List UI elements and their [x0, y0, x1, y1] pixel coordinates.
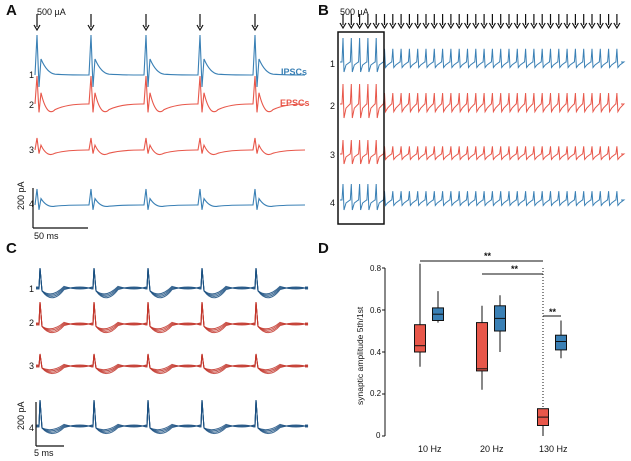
panel-b-stim-arrow-20-head — [497, 22, 505, 30]
panel-c-letter: C — [6, 240, 17, 257]
panel-b-stim-arrow-34-head — [613, 22, 621, 30]
panel-b-stim-arrow-30-head — [580, 22, 588, 30]
panel-b-stim-arrow-25-head — [538, 22, 546, 30]
panel-b-stim-arrow-8-head — [397, 22, 405, 30]
panel-d-category-20hz: 20 Hz — [480, 444, 504, 454]
panel-b-stim-arrow-22-head — [513, 22, 521, 30]
panel-d-box-0-0 — [414, 324, 426, 353]
panel-a-trace-number-4: 4 — [29, 199, 35, 209]
panel-d-significance-1: ** — [484, 251, 492, 261]
panel-c-trace-number-3: 3 — [29, 361, 35, 371]
panel-b-stim-arrow-11-head — [422, 22, 430, 30]
panel-d-significance-2: ** — [511, 264, 519, 274]
panel-b-letter: B — [318, 2, 329, 19]
panel-b-stim-arrow-4-head — [364, 22, 372, 30]
panel-b-stim-arrow-33-head — [605, 22, 613, 30]
panel-d-category-10hz: 10 Hz — [418, 444, 442, 454]
panel-b-stim-arrow-29-head — [571, 22, 579, 30]
panel-a-trace-3 — [34, 137, 306, 156]
panel-b-stim-arrow-3-head — [356, 22, 364, 30]
panel-a-stim-arrow-3-head — [142, 24, 150, 32]
panel-b-stim-arrow-32-head — [596, 22, 604, 30]
panel-a-stim-arrow-5-head — [251, 24, 259, 32]
panel-d-ytick-1: 0.2 — [370, 389, 382, 398]
panel-d-ytick-0: 0 — [376, 431, 381, 440]
panel-b-stim-arrow-13-head — [439, 22, 447, 30]
panel-d-ytick-3: 0.6 — [370, 306, 382, 315]
panel-b-trace-4 — [340, 183, 626, 211]
panel-a-stim-arrow-1-head — [33, 24, 41, 32]
panel-b-trace-number-1: 1 — [330, 59, 336, 69]
panel-b-trace-1 — [340, 37, 626, 73]
panel-b-stim-arrow-19-head — [488, 22, 496, 30]
panel-a-trace-1 — [34, 34, 306, 88]
panel-c-scale-x-label: 5 ms — [34, 448, 54, 458]
panel-d-box-0-1 — [476, 322, 488, 372]
panel-b-stim-arrow-28-head — [563, 22, 571, 30]
panel-c-trace-4-sweep-4 — [36, 399, 309, 435]
panel-d-letter: D — [318, 240, 329, 257]
panel-c-trace-2-sweep-4 — [36, 301, 309, 334]
panel-b-stim-arrow-26-head — [546, 22, 555, 30]
panel-b-stim-arrow-9-head — [405, 22, 413, 30]
panel-b-stim-arrow-7-head — [389, 22, 397, 30]
panel-a-trace-number-2: 2 — [29, 100, 35, 110]
panel-b-stim-arrow-17-head — [472, 22, 480, 30]
panel-d-ytick-4: 0.8 — [370, 264, 382, 273]
panel-b-stim-arrow-14-head — [447, 22, 455, 30]
panel-b-stim-arrow-2-head — [347, 22, 355, 30]
panel-a-letter: A — [6, 2, 17, 19]
panel-b-stim-arrow-1-head — [339, 22, 347, 30]
panel-b-stim-arrow-21-head — [505, 22, 513, 30]
panel-b-highlight-box — [337, 31, 385, 225]
panel-b-stim-arrow-6-head — [380, 22, 389, 30]
panel-b-stim-arrow-24-head — [530, 22, 538, 30]
panel-a-trace-number-1: 1 — [29, 70, 35, 80]
panel-b-stim-arrow-5-head — [372, 22, 380, 30]
panel-b-stim-arrow-31-head — [588, 22, 596, 30]
panel-a-trace-4 — [34, 188, 306, 210]
panel-b-stim-arrow-10-head — [414, 22, 422, 30]
panel-a-trace-2 — [34, 75, 306, 113]
panel-c-trace-number-1: 1 — [29, 284, 35, 294]
panel-c-trace-number-4: 4 — [29, 423, 35, 433]
panel-b-trace-number-4: 4 — [330, 198, 336, 208]
panel-a-stim-arrow-2-head — [87, 24, 95, 32]
panel-d-ylabel: synaptic amplitude 5th/1st — [355, 306, 365, 405]
panel-b-trace-number-2: 2 — [330, 101, 336, 111]
panel-c-trace-number-2: 2 — [29, 318, 35, 328]
panel-d-significance-3: ** — [549, 307, 557, 317]
panel-d-box-1-2 — [555, 334, 567, 351]
panel-b-stim-arrow-18-head — [480, 22, 488, 30]
panel-b-stim-arrow-23-head — [522, 22, 530, 30]
panel-d-ytick-2: 0.4 — [370, 348, 382, 357]
panel-b-trace-3 — [340, 139, 626, 165]
panel-a-scale-x-label: 50 ms — [34, 231, 59, 241]
panel-b-stim-arrow-27-head — [555, 22, 563, 30]
panel-a-legend-ipsc: IPSCs — [281, 67, 308, 77]
panel-a-legend-epsc: EPSCs — [280, 98, 310, 108]
panel-d-category-130hz: 130 Hz — [539, 444, 568, 454]
panel-a-stim-label: 500 µA — [37, 7, 66, 17]
panel-b-stim-label: 500 µA — [340, 7, 369, 17]
panel-b-stim-arrow-15-head — [455, 22, 463, 30]
panel-a-trace-number-3: 3 — [29, 145, 35, 155]
panel-b-stim-arrow-12-head — [430, 22, 438, 30]
panel-b-trace-number-3: 3 — [330, 150, 336, 160]
panel-c-trace-1-sweep-4 — [36, 267, 309, 299]
panel-b-stim-arrow-16-head — [463, 22, 472, 30]
panel-a-stim-arrow-4-head — [196, 24, 204, 32]
panel-c-trace-3-sweep-4 — [36, 353, 309, 375]
panel-b-trace-2 — [340, 83, 626, 119]
